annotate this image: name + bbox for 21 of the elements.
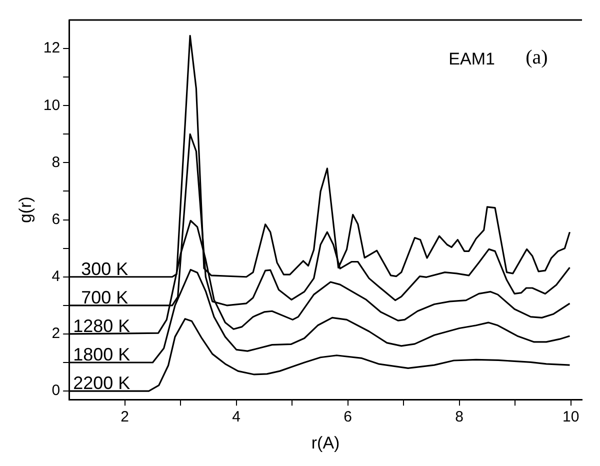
x-tick-label: 4 <box>232 408 241 426</box>
y-tick-label: 2 <box>52 325 60 342</box>
y-tick-label: 10 <box>43 96 60 114</box>
series-label: 2200 K <box>73 373 130 394</box>
x-tick-label: 2 <box>120 408 130 426</box>
annotation: (a) <box>526 46 548 68</box>
x-tick-label: 8 <box>455 408 464 426</box>
series-label: 1280 K <box>73 316 130 336</box>
x-tick-label: 10 <box>562 408 580 426</box>
series-label: 1800 K <box>73 344 130 364</box>
annotation: EAM1 <box>448 50 495 69</box>
y-tick-label: 4 <box>52 268 60 286</box>
x-axis-title: r(A) <box>311 433 340 452</box>
y-tick-label: 6 <box>52 210 60 228</box>
series-label: 700 K <box>81 287 128 308</box>
y-axis-title: g(r) <box>16 196 35 224</box>
x-tick-label: 6 <box>344 408 352 426</box>
y-tick-label: 12 <box>43 40 60 57</box>
series-label: 300 K <box>81 258 128 279</box>
y-tick-label: 8 <box>52 154 60 171</box>
y-tick-label: 0 <box>52 382 60 400</box>
